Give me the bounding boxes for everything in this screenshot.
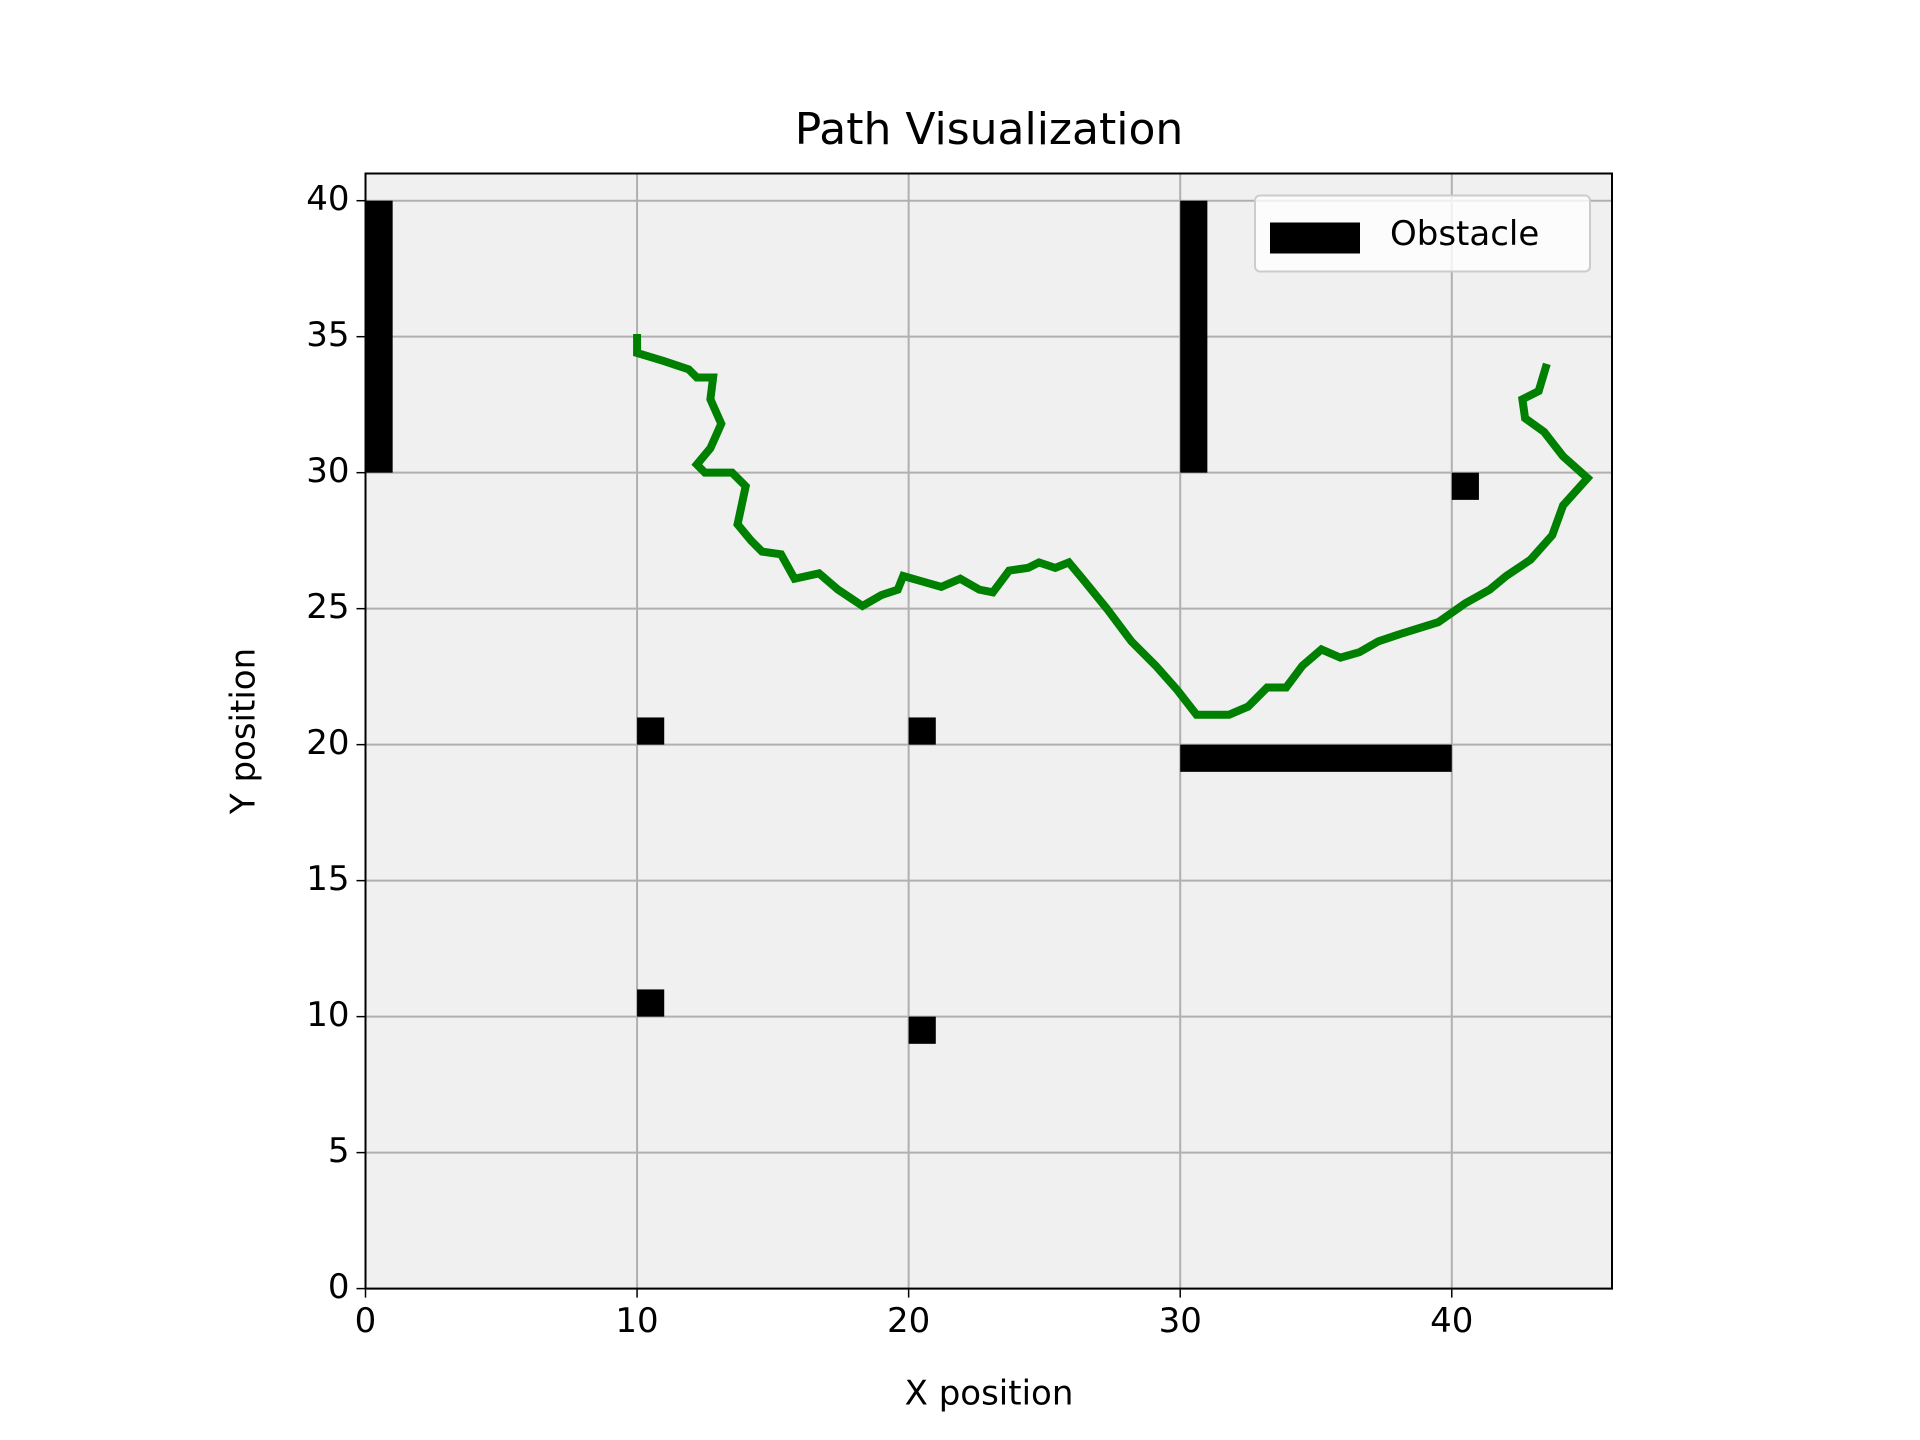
y-tick-label: 5 [328, 1131, 350, 1171]
y-tick-label: 40 [306, 179, 349, 219]
y-axis-label: Y position [224, 648, 264, 815]
y-tick-label: 30 [306, 451, 349, 491]
legend-swatch [1270, 222, 1360, 254]
y-tick-label: 35 [306, 315, 349, 355]
plot-background [365, 173, 1612, 1289]
x-tick-label: 30 [1159, 1301, 1202, 1341]
x-axis-label: X position [905, 1374, 1074, 1414]
obstacle [908, 1016, 936, 1044]
obstacle [637, 989, 665, 1017]
y-tick-label: 25 [306, 587, 349, 627]
y-tick-label: 20 [306, 723, 349, 763]
x-tick-label: 20 [887, 1301, 930, 1341]
y-tick-label: 0 [328, 1267, 350, 1307]
obstacle [1451, 472, 1479, 500]
x-tick-label: 10 [615, 1301, 658, 1341]
y-tick-label: 10 [306, 995, 349, 1035]
obstacle [1180, 200, 1208, 473]
path-line [633, 333, 1594, 719]
obstacle [637, 717, 665, 745]
axes-frame [364, 172, 1613, 1290]
chart-title: Path Visualization [795, 104, 1184, 155]
obstacle [365, 200, 393, 473]
obstacle [908, 717, 936, 745]
legend-label: Obstacle [1390, 214, 1539, 254]
obstacle [1180, 744, 1452, 772]
legend: Obstacle [1254, 194, 1591, 273]
x-tick-label: 40 [1430, 1301, 1473, 1341]
x-tick-label: 0 [355, 1301, 377, 1341]
y-tick-label: 15 [306, 859, 349, 899]
